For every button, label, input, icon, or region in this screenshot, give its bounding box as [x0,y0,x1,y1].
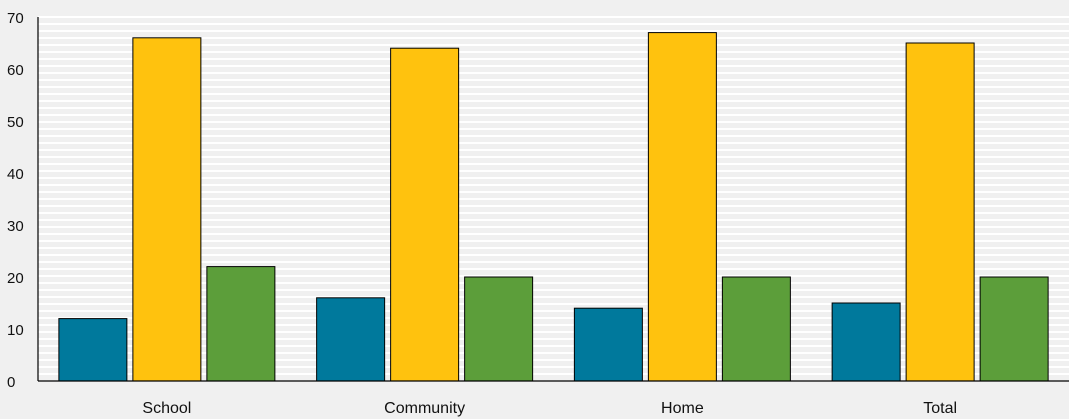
y-tick-labels: 0 10 20 30 40 50 60 70 [7,10,24,391]
y-tick-label: 60 [7,62,24,79]
x-category-label: Community [384,400,465,417]
x-category-label: School [142,400,191,417]
bar-school-1 [58,318,128,382]
bar-total-1 [831,302,901,382]
bar-home-2 [647,32,717,382]
bar-home-3 [721,276,791,382]
y-tick-label: 20 [7,270,24,287]
y-tick-label: 70 [7,10,24,27]
y-tick-label: 0 [7,374,15,391]
x-category-labels: School Community Home Total [142,400,957,417]
y-tick-label: 30 [7,218,24,235]
bars-group [58,32,1049,382]
x-category-label: Home [661,400,704,417]
x-category-label: Total [923,400,957,417]
bar-community-3 [464,276,534,382]
bar-school-2 [132,37,202,382]
bar-total-3 [979,276,1049,382]
y-tick-label: 10 [7,322,24,339]
bar-total-2 [905,42,975,382]
bar-home-1 [573,307,643,382]
bar-community-2 [390,47,460,382]
bar-community-1 [316,297,386,382]
bar-school-3 [206,266,276,382]
y-tick-label: 50 [7,114,24,131]
y-tick-label: 40 [7,166,24,183]
